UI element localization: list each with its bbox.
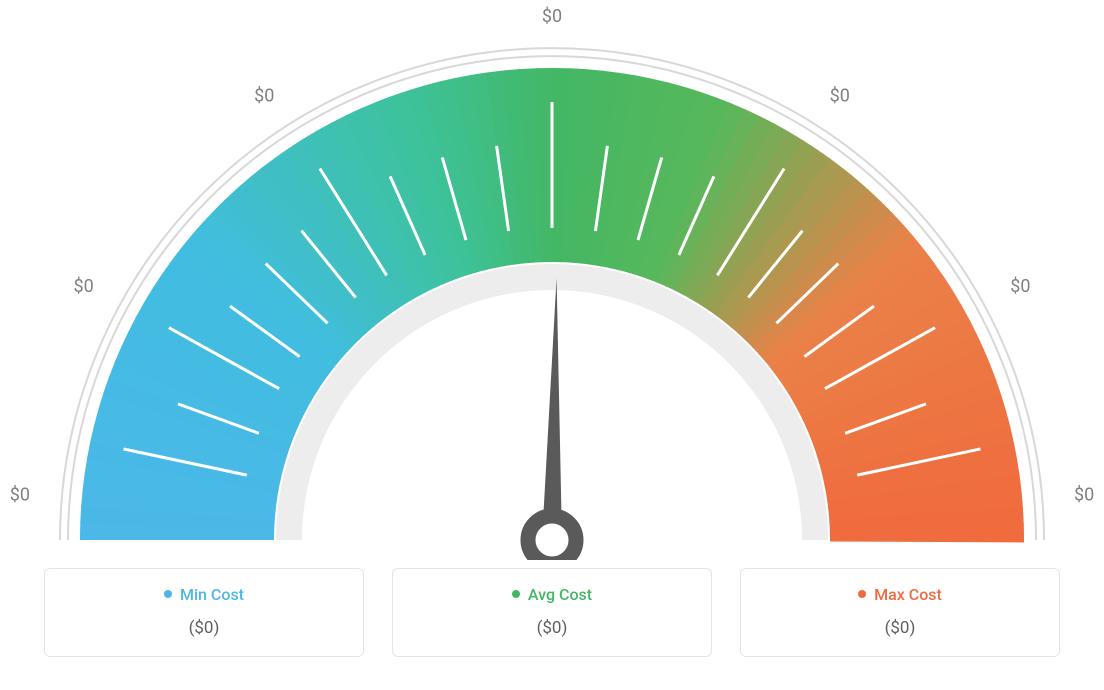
legend-card-avg: Avg Cost ($0) <box>392 568 712 657</box>
legend-value-min: ($0) <box>55 618 353 638</box>
dot-icon <box>164 590 172 598</box>
svg-text:$0: $0 <box>10 484 30 505</box>
legend-card-min: Min Cost ($0) <box>44 568 364 657</box>
legend-label-max: Max Cost <box>858 585 942 604</box>
svg-text:$0: $0 <box>1010 276 1030 297</box>
gauge-svg: $0 $0 $0 $0 $0 $0 $0 <box>0 0 1104 560</box>
legend-value-avg: ($0) <box>403 618 701 638</box>
svg-text:$0: $0 <box>73 276 93 297</box>
legend-label-avg: Avg Cost <box>512 585 592 604</box>
legend-value-max: ($0) <box>751 618 1049 638</box>
legend-label-text: Avg Cost <box>528 585 592 604</box>
svg-text:$0: $0 <box>830 86 850 107</box>
legend-label-text: Max Cost <box>874 585 942 604</box>
legend-label-min: Min Cost <box>164 585 244 604</box>
svg-text:$0: $0 <box>542 6 562 27</box>
cost-gauge: $0 $0 $0 $0 $0 $0 $0 <box>0 0 1104 560</box>
svg-text:$0: $0 <box>1074 484 1094 505</box>
legend-card-max: Max Cost ($0) <box>740 568 1060 657</box>
legend-label-text: Min Cost <box>180 585 244 604</box>
svg-text:$0: $0 <box>254 86 274 107</box>
dot-icon <box>858 590 866 598</box>
dot-icon <box>512 590 520 598</box>
legend-row: Min Cost ($0) Avg Cost ($0) Max Cost ($0… <box>0 568 1104 657</box>
